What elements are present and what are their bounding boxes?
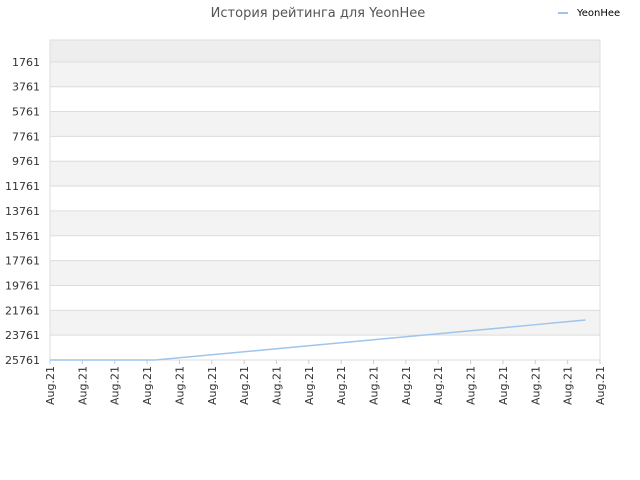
plot-band: [50, 235, 600, 261]
x-tick-label: Aug.21: [335, 366, 348, 405]
x-tick-label: Aug.21: [529, 366, 542, 405]
plot-band: [50, 210, 600, 236]
y-tick-label: 9761: [12, 155, 40, 168]
x-tick-label: Aug.21: [238, 366, 251, 405]
x-tick-label: Aug.21: [44, 366, 57, 405]
plot-band: [50, 310, 600, 336]
x-tick-label: Aug.21: [109, 366, 122, 405]
x-tick-label: Aug.21: [594, 366, 607, 405]
y-tick-label: 23761: [5, 329, 40, 342]
y-tick-label: 11761: [5, 180, 40, 193]
plot-band: [50, 260, 600, 286]
x-tick-label: Aug.21: [368, 366, 381, 405]
x-tick-label: Aug.21: [303, 366, 316, 405]
x-tick-label: Aug.21: [76, 366, 89, 405]
x-tick-label: Aug.21: [141, 366, 154, 405]
x-tick-label: Aug.21: [497, 366, 510, 405]
chart-title: История рейтинга для YeonHee: [211, 6, 426, 21]
plot-border: [49, 39, 601, 361]
y-tick-label: 1761: [12, 56, 40, 69]
y-tick-label: 21761: [5, 304, 40, 317]
plot-band: [50, 285, 600, 311]
plot-band: [50, 61, 600, 87]
y-tick-label: 17761: [5, 255, 40, 268]
x-tick-label: Aug.21: [432, 366, 445, 405]
plot-band: [50, 335, 600, 360]
y-tick-label: 13761: [5, 205, 40, 218]
x-tick-label: Aug.21: [465, 366, 478, 405]
y-tick-label: 3761: [12, 81, 40, 94]
plot-band: [50, 186, 600, 211]
y-tick-label: 5761: [12, 106, 40, 119]
legend-label: YeonHee: [576, 8, 620, 19]
y-tick-label: 25761: [5, 354, 40, 367]
line-series: [50, 319, 586, 361]
plot-background: [50, 40, 600, 62]
y-tick-label: 15761: [5, 230, 40, 243]
x-tick-label: Aug.21: [562, 366, 575, 405]
x-tick-label: Aug.21: [206, 366, 219, 405]
plot-band: [50, 161, 600, 187]
x-tick-label: Aug.21: [173, 366, 186, 405]
plot-band: [50, 111, 600, 137]
plot-band: [50, 86, 600, 112]
x-tick-label: Aug.21: [400, 366, 413, 405]
y-tick-label: 7761: [12, 130, 40, 143]
plot-band: [50, 136, 600, 162]
y-tick-label: 19761: [5, 279, 40, 292]
x-tick-label: Aug.21: [270, 366, 283, 405]
